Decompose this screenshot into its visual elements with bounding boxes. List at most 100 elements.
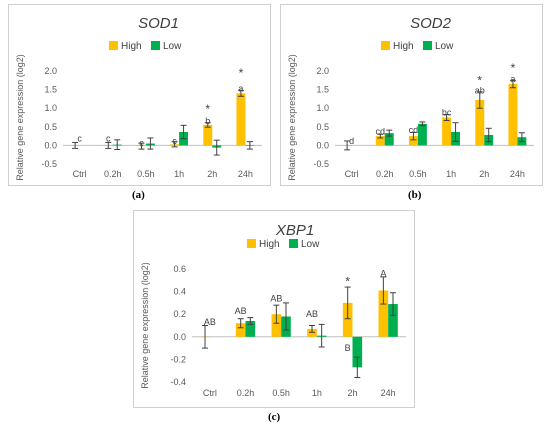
bar-high [342,302,353,337]
x-tick-label: 2h [479,169,489,179]
legend-swatch-low [289,239,298,248]
y-tick-label: 2.0 [44,66,57,76]
group-letter: AB [204,317,216,327]
sod1-chart-svg: SOD1 High Low Relative gene expression (log… [15,15,262,181]
bar-low [417,123,427,146]
group-letter: c [139,138,144,148]
legend-label-low: Low [301,239,320,250]
group-letter: cd [409,125,419,135]
y-tick-label: 0.0 [44,140,57,150]
y-axis-title: Relative gene expression (log2) [140,262,150,389]
bar-high [508,84,518,146]
group-letter: d [349,136,354,146]
y-axis-title: Relative gene expression (log2) [15,54,25,181]
y-tick-label: 0.0 [316,140,329,150]
group-letter: a [238,83,243,93]
group-letter: a [510,74,515,84]
x-tick-label: 24h [510,169,525,179]
bar-low [352,336,363,368]
x-tick-label: 0.2h [104,169,122,179]
x-tick-label: 0.5h [137,169,155,179]
group-letter: c [172,136,177,146]
y-tick-label: -0.4 [170,377,186,387]
significance-star: * [239,66,244,80]
significance-star: * [511,61,516,75]
group-letter: ab [475,86,485,96]
group-letter: cd [376,126,386,136]
x-tick-label: 0.2h [237,388,255,398]
y-tick-label: 1.0 [316,103,329,113]
y-tick-label: 0.2 [173,309,186,319]
x-tick-label: 24h [238,169,253,179]
significance-star: * [477,73,482,87]
y-tick-label: 1.5 [316,85,329,95]
bar-high [271,314,282,337]
legend-label-high: High [121,41,142,52]
x-tick-label: Ctrl [345,169,359,179]
legend-swatch-high [247,239,256,248]
bar-high [203,124,213,146]
group-letter: B [345,343,351,353]
group-letter: b [205,116,210,126]
y-tick-label: 0.0 [173,332,186,342]
x-tick-label: 0.2h [376,169,394,179]
panel-label-c: (c) [268,411,281,423]
group-letter: c [106,134,111,144]
legend-label-low: Low [435,41,454,52]
bar-high [378,290,389,337]
x-tick-label: Ctrl [203,388,217,398]
bar-high [475,100,485,146]
y-tick-label: 1.0 [44,103,57,113]
panel-label-a: (a) [132,189,145,201]
y-tick-label: -0.5 [313,159,329,169]
group-letter: AB [270,293,282,303]
y-tick-label: 0.6 [173,264,186,274]
x-tick-label: 0.5h [272,388,290,398]
y-tick-label: -0.2 [170,354,186,364]
x-tick-label: 0.5h [409,169,427,179]
y-tick-label: 0.5 [44,122,57,132]
y-tick-label: 1.5 [44,85,57,95]
y-axis-title: Relative gene expression (log2) [287,54,297,181]
x-tick-label: 2h [347,388,357,398]
x-tick-label: 1h [174,169,184,179]
bar-high [307,328,317,337]
bar-high [408,136,418,146]
x-tick-label: 1h [446,169,456,179]
y-tick-label: 2.0 [316,66,329,76]
group-letter: AB [306,309,318,319]
x-tick-label: 2h [207,169,217,179]
legend-swatch-low [423,41,432,50]
x-tick-label: 1h [312,388,322,398]
bar-high [442,117,452,146]
bar-low [384,133,394,146]
bar-low [388,304,398,337]
legend-swatch-high [109,41,118,50]
bar-high [375,136,385,146]
legend-label-low: Low [163,41,182,52]
chart-panel-sod2: SOD2 High Low Relative gene expression (log… [280,4,543,186]
chart-title: SOD2 [410,15,452,32]
panel-label-b: (b) [408,189,422,201]
significance-star: * [205,102,210,116]
legend-label-high: High [393,41,414,52]
legend-swatch-low [151,41,160,50]
legend-label-high: High [259,239,280,250]
legend-swatch-high [381,41,390,50]
bar-high [235,323,246,337]
sod2-chart-svg: SOD2 High Low Relative gene expression (log… [287,15,534,181]
chart-title: XBP1 [275,222,314,239]
chart-panel-sod1: SOD1 High Low Relative gene expression (log… [8,4,271,186]
significance-star: * [345,275,350,289]
bar-high [236,93,246,146]
group-letter: AB [235,306,247,316]
chart-panel-xbp1: XBP1 High Low Relative gene expression (log… [133,210,415,408]
y-tick-label: -0.5 [41,159,57,169]
bar-low [245,320,256,337]
y-tick-label: 0.4 [173,287,186,297]
y-tick-label: 0.5 [316,122,329,132]
x-tick-label: Ctrl [73,169,87,179]
chart-title: SOD1 [138,15,179,32]
group-letter: c [77,134,82,144]
